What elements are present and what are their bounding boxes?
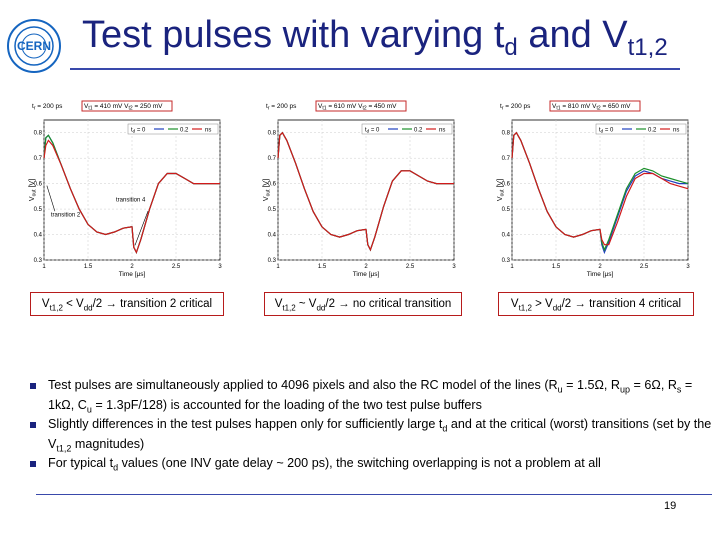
- y-tick-label: 0.6: [502, 182, 511, 188]
- x-tick-label: 1.5: [318, 264, 327, 270]
- legend-label-2: 0.2: [180, 128, 189, 134]
- x-tick-label: 1: [276, 264, 280, 270]
- y-tick-label: 0.4: [268, 233, 277, 239]
- y-tick-label: 0.4: [502, 233, 511, 239]
- y-tick-label: 0.7: [34, 156, 43, 162]
- x-axis-label: Time [μs]: [119, 271, 146, 278]
- footer-rule: [36, 494, 712, 495]
- bullet-item: Test pulses are simultaneously applied t…: [30, 378, 720, 417]
- x-tick-label: 3: [218, 264, 222, 270]
- x-tick-label: 2.5: [172, 264, 181, 270]
- plot-header: tr = 200 ps: [500, 103, 531, 112]
- bullet-list: Test pulses are simultaneously applied t…: [30, 378, 720, 476]
- x-tick-label: 2.5: [640, 264, 649, 270]
- plot-header: tr = 200 ps: [266, 103, 297, 112]
- x-tick-label: 1.5: [84, 264, 93, 270]
- series-line-3: [277, 131, 454, 252]
- y-tick-label: 0.8: [34, 131, 43, 137]
- y-tick-label: 0.3: [268, 258, 277, 264]
- caption-1: Vt1,2 < Vdd/2 → transition 2 critical: [30, 292, 224, 316]
- plot-header-box: [315, 100, 407, 112]
- plot-header: tr = 200 ps: [32, 103, 63, 112]
- caption-2: Vt1,2 ~ Vdd/2 → no critical transition: [264, 292, 462, 316]
- plot-1: tr = 200 ps Vt1 = 410 mV Vt2 = 250 mV 0.3 0…: [29, 98, 226, 278]
- y-axis-label: Vout [V]: [497, 179, 506, 201]
- y-tick-label: 0.8: [268, 131, 277, 137]
- x-tick-label: 1.5: [552, 264, 561, 270]
- x-tick-label: 2.5: [406, 264, 415, 270]
- series-line-3: [43, 139, 220, 254]
- x-tick-label: 2: [598, 264, 602, 270]
- plot-3: tr = 200 ps Vt1 = 810 mV Vt2 = 650 mV 0.3 0…: [497, 98, 694, 278]
- caption-3: Vt1,2 > Vdd/2 → transition 4 critical: [498, 292, 694, 316]
- y-tick-label: 0.5: [268, 207, 277, 213]
- y-tick-label: 0.4: [34, 233, 43, 239]
- plot-header-boxed-text: Vt1 = 610 mV Vt2 = 450 mV: [318, 103, 397, 112]
- bullet-item: Slightly differences in the test pulses …: [30, 417, 720, 456]
- legend-label-2: 0.2: [648, 128, 657, 134]
- annotation-arrow: [46, 185, 56, 212]
- x-axis-label: Time [μs]: [587, 271, 614, 278]
- x-axis-label: Time [μs]: [353, 271, 380, 278]
- title-underline: [70, 68, 680, 70]
- series-line-3: [511, 131, 689, 246]
- legend-label-ns: ns: [673, 128, 679, 134]
- plot-2-svg: tr = 200 ps Vt1 = 610 mV Vt2 = 450 mV 0.3 0…: [263, 100, 456, 278]
- y-tick-label: 0.5: [34, 207, 43, 213]
- legend-td-label: td = 0: [365, 128, 380, 134]
- plot-header-boxed-text: Vt1 = 410 mV Vt2 = 250 mV: [84, 103, 163, 112]
- y-axis-label: Vout [V]: [29, 179, 38, 201]
- legend-label-ns: ns: [205, 128, 211, 134]
- legend-td-label: td = 0: [599, 128, 614, 134]
- y-tick-label: 0.3: [502, 258, 511, 264]
- x-tick-label: 2: [364, 264, 368, 270]
- plot-header-boxed-text: Vt1 = 810 mV Vt2 = 650 mV: [552, 103, 631, 112]
- plot-1-svg: tr = 200 ps Vt1 = 410 mV Vt2 = 250 mV 0.3 0…: [29, 100, 222, 278]
- cern-logo-text: CERN: [17, 39, 51, 53]
- y-tick-label: 0.6: [34, 182, 43, 188]
- annotation-arrow: [134, 210, 149, 246]
- legend-label-2: 0.2: [414, 128, 423, 134]
- plot-header-box: [81, 100, 173, 112]
- y-tick-label: 0.7: [502, 156, 511, 162]
- annotation-transition-2: transition 2: [51, 213, 81, 219]
- x-tick-label: 3: [686, 264, 690, 270]
- bullet-item: For typical td values (one INV gate dela…: [30, 456, 720, 476]
- y-tick-label: 0.7: [268, 156, 277, 162]
- y-axis-label: Vout [V]: [263, 179, 272, 201]
- x-tick-label: 1: [510, 264, 514, 270]
- plot-2: tr = 200 ps Vt1 = 610 mV Vt2 = 450 mV 0.3 0…: [263, 98, 460, 278]
- y-tick-label: 0.3: [34, 258, 43, 264]
- x-tick-label: 2: [130, 264, 134, 270]
- y-tick-label: 0.8: [502, 131, 511, 137]
- page-number: 19: [664, 500, 677, 512]
- x-tick-label: 3: [452, 264, 456, 270]
- annotation-transition-4: transition 4: [116, 197, 146, 203]
- plot-header-box: [549, 100, 641, 112]
- legend-td-label: td = 0: [131, 128, 146, 134]
- y-tick-label: 0.5: [502, 207, 511, 213]
- legend-label-ns: ns: [439, 128, 445, 134]
- slide-title: Test pulses with varying td and Vt1,2: [82, 14, 668, 61]
- y-tick-label: 0.6: [268, 182, 277, 188]
- plot-3-svg: tr = 200 ps Vt1 = 810 mV Vt2 = 650 mV 0.3 0…: [497, 100, 690, 278]
- cern-logo: CERN: [7, 19, 61, 73]
- x-tick-label: 1: [42, 264, 46, 270]
